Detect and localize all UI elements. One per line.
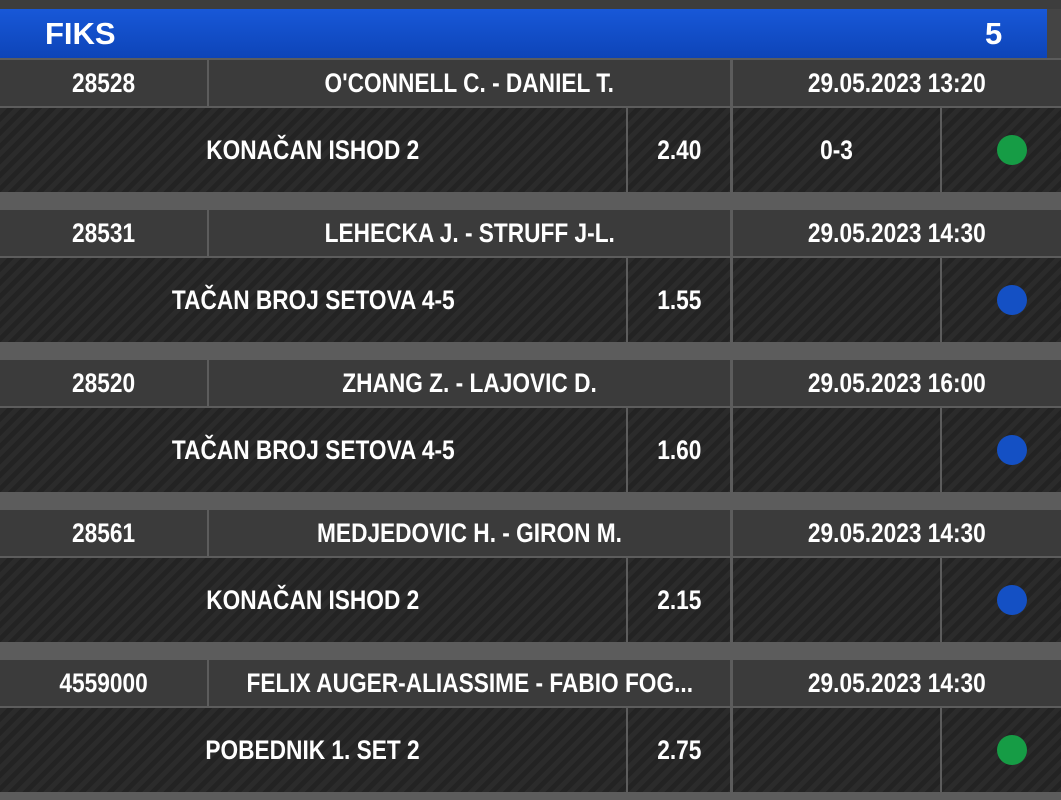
top-strip [0,0,1061,9]
market: TAČAN BROJ SETOVA 4-5 [171,434,455,465]
score-cell [733,408,940,492]
odds: 2.40 [656,134,702,165]
match: FELIX AUGER-ALIASSIME - FABIO FOG... [246,667,693,698]
date: 29.05.2023 14:30 [808,217,986,248]
status-dot [996,735,1027,765]
ticket-id-cell: 28528 [0,60,207,106]
match: ZHANG Z. - LAJOVIC D. [342,367,597,398]
odds: 2.15 [656,584,702,615]
match: O'CONNELL C. - DANIEL T. [324,67,615,98]
score: 0-3 [820,134,853,165]
count: 5 [985,16,1003,51]
market-cell: KONAČAN ISHOD 2 [0,108,626,192]
ticket-id: 28561 [71,517,136,548]
status-cell [942,408,1061,492]
score-cell [733,558,940,642]
status-cell [942,558,1061,642]
odds-cell: 1.55 [628,258,730,342]
score-cell [733,258,940,342]
ticket-id: 28528 [71,67,136,98]
odds: 2.75 [656,734,702,765]
market: KONAČAN ISHOD 2 [206,584,420,615]
odds: 1.60 [656,434,702,465]
status-cell [942,708,1061,792]
ticket-id-cell: 28531 [0,210,207,256]
status-dot [996,135,1027,165]
market-cell: KONAČAN ISHOD 2 [0,558,626,642]
status-cell [942,108,1061,192]
odds: 1.55 [656,284,702,315]
status-dot [996,435,1027,465]
ticket-id-cell: 4559000 [0,660,207,706]
date: 29.05.2023 16:00 [808,367,986,398]
market: POBEDNIK 1. SET 2 [205,734,421,765]
market: KONAČAN ISHOD 2 [206,134,420,165]
odds-cell: 2.75 [628,708,730,792]
ticket-id: 28520 [71,367,136,398]
ticket-id-cell: 28520 [0,360,207,406]
match-cell: FELIX AUGER-ALIASSIME - FABIO FOG... [209,660,730,706]
title-bar: FIKS 5 [0,9,1061,58]
ticket-id: 28531 [71,217,136,248]
date: 29.05.2023 13:20 [808,67,986,98]
match-cell: ZHANG Z. - LAJOVIC D. [209,360,730,406]
match-cell: MEDJEDOVIC H. - GIRON M. [209,510,730,556]
market-cell: POBEDNIK 1. SET 2 [0,708,626,792]
score-cell: 0-3 [733,108,940,192]
match-cell: O'CONNELL C. - DANIEL T. [209,60,730,106]
market-cell: TAČAN BROJ SETOVA 4-5 [0,258,626,342]
ticket-id: 4559000 [59,667,148,698]
market-cell: TAČAN BROJ SETOVA 4-5 [0,408,626,492]
date: 29.05.2023 14:30 [808,667,986,698]
date-cell: 29.05.2023 14:30 [733,510,1061,556]
odds-cell: 2.40 [628,108,730,192]
date-cell: 29.05.2023 14:30 [733,210,1061,256]
date-cell: 29.05.2023 13:20 [733,60,1061,106]
status-dot [996,285,1027,315]
match-cell: LEHECKA J. - STRUFF J-L. [209,210,730,256]
status-dot [996,585,1027,615]
date: 29.05.2023 14:30 [808,517,986,548]
status-cell [942,258,1061,342]
odds-cell: 2.15 [628,558,730,642]
date-cell: 29.05.2023 14:30 [733,660,1061,706]
market: TAČAN BROJ SETOVA 4-5 [171,284,455,315]
odds-cell: 1.60 [628,408,730,492]
ticket-id-cell: 28561 [0,510,207,556]
title: FIKS [45,16,116,51]
score-cell [733,708,940,792]
match: LEHECKA J. - STRUFF J-L. [324,217,615,248]
match: MEDJEDOVIC H. - GIRON M. [317,517,622,548]
date-cell: 29.05.2023 16:00 [733,360,1061,406]
